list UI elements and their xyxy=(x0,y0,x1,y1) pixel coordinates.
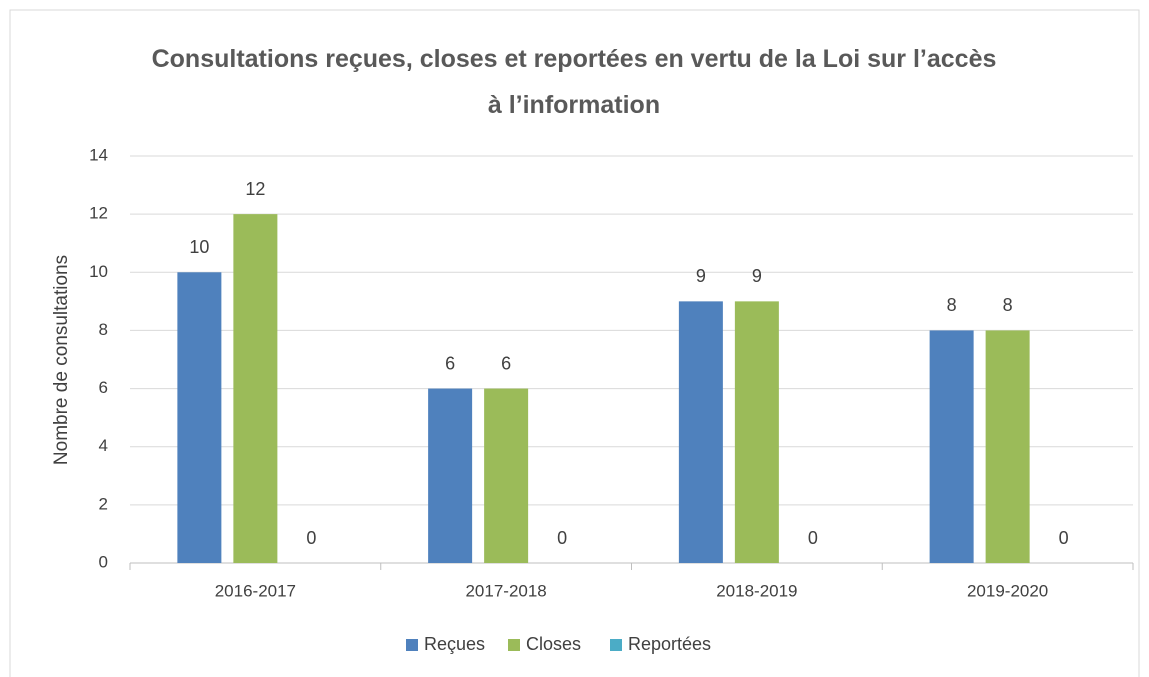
data-label: 0 xyxy=(306,528,316,548)
y-tick-label: 4 xyxy=(99,436,108,455)
legend-swatch xyxy=(508,639,520,651)
data-label: 0 xyxy=(808,528,818,548)
legend-swatch xyxy=(610,639,622,651)
y-tick-label: 12 xyxy=(89,204,108,223)
y-tick-label: 10 xyxy=(89,262,108,281)
data-label: 6 xyxy=(445,353,455,373)
data-label: 6 xyxy=(501,353,511,373)
y-tick-label: 14 xyxy=(89,145,108,164)
bar xyxy=(929,330,974,563)
legend-label: Reçues xyxy=(424,634,485,654)
bar xyxy=(734,301,779,563)
data-label: 10 xyxy=(189,237,209,257)
data-label: 8 xyxy=(1003,295,1013,315)
bar xyxy=(985,330,1030,563)
y-tick-label: 2 xyxy=(99,494,108,513)
data-label: 0 xyxy=(557,528,567,548)
y-tick-label: 6 xyxy=(99,378,108,397)
bar xyxy=(484,388,529,563)
x-tick-label: 2016-2017 xyxy=(215,581,296,600)
bar xyxy=(428,388,473,563)
y-axis-label: Nombre de consultations xyxy=(51,255,72,465)
x-tick-label: 2017-2018 xyxy=(465,581,546,600)
data-label: 8 xyxy=(947,295,957,315)
chart-border xyxy=(9,9,1140,677)
legend-swatch xyxy=(406,639,418,651)
bar xyxy=(233,214,278,563)
legend-label: Reportées xyxy=(628,634,711,654)
legend-label: Closes xyxy=(526,634,581,654)
y-tick-label: 8 xyxy=(99,320,108,339)
bar xyxy=(177,272,222,563)
data-label: 0 xyxy=(1059,528,1069,548)
data-label: 12 xyxy=(245,179,265,199)
x-tick-label: 2019-2020 xyxy=(967,581,1048,600)
data-label: 9 xyxy=(752,266,762,286)
y-tick-label: 0 xyxy=(99,552,108,571)
x-tick-label: 2018-2019 xyxy=(716,581,797,600)
data-label: 9 xyxy=(696,266,706,286)
chart-title: Consultations reçues, closes et reportée… xyxy=(151,45,997,119)
bar xyxy=(678,301,723,563)
